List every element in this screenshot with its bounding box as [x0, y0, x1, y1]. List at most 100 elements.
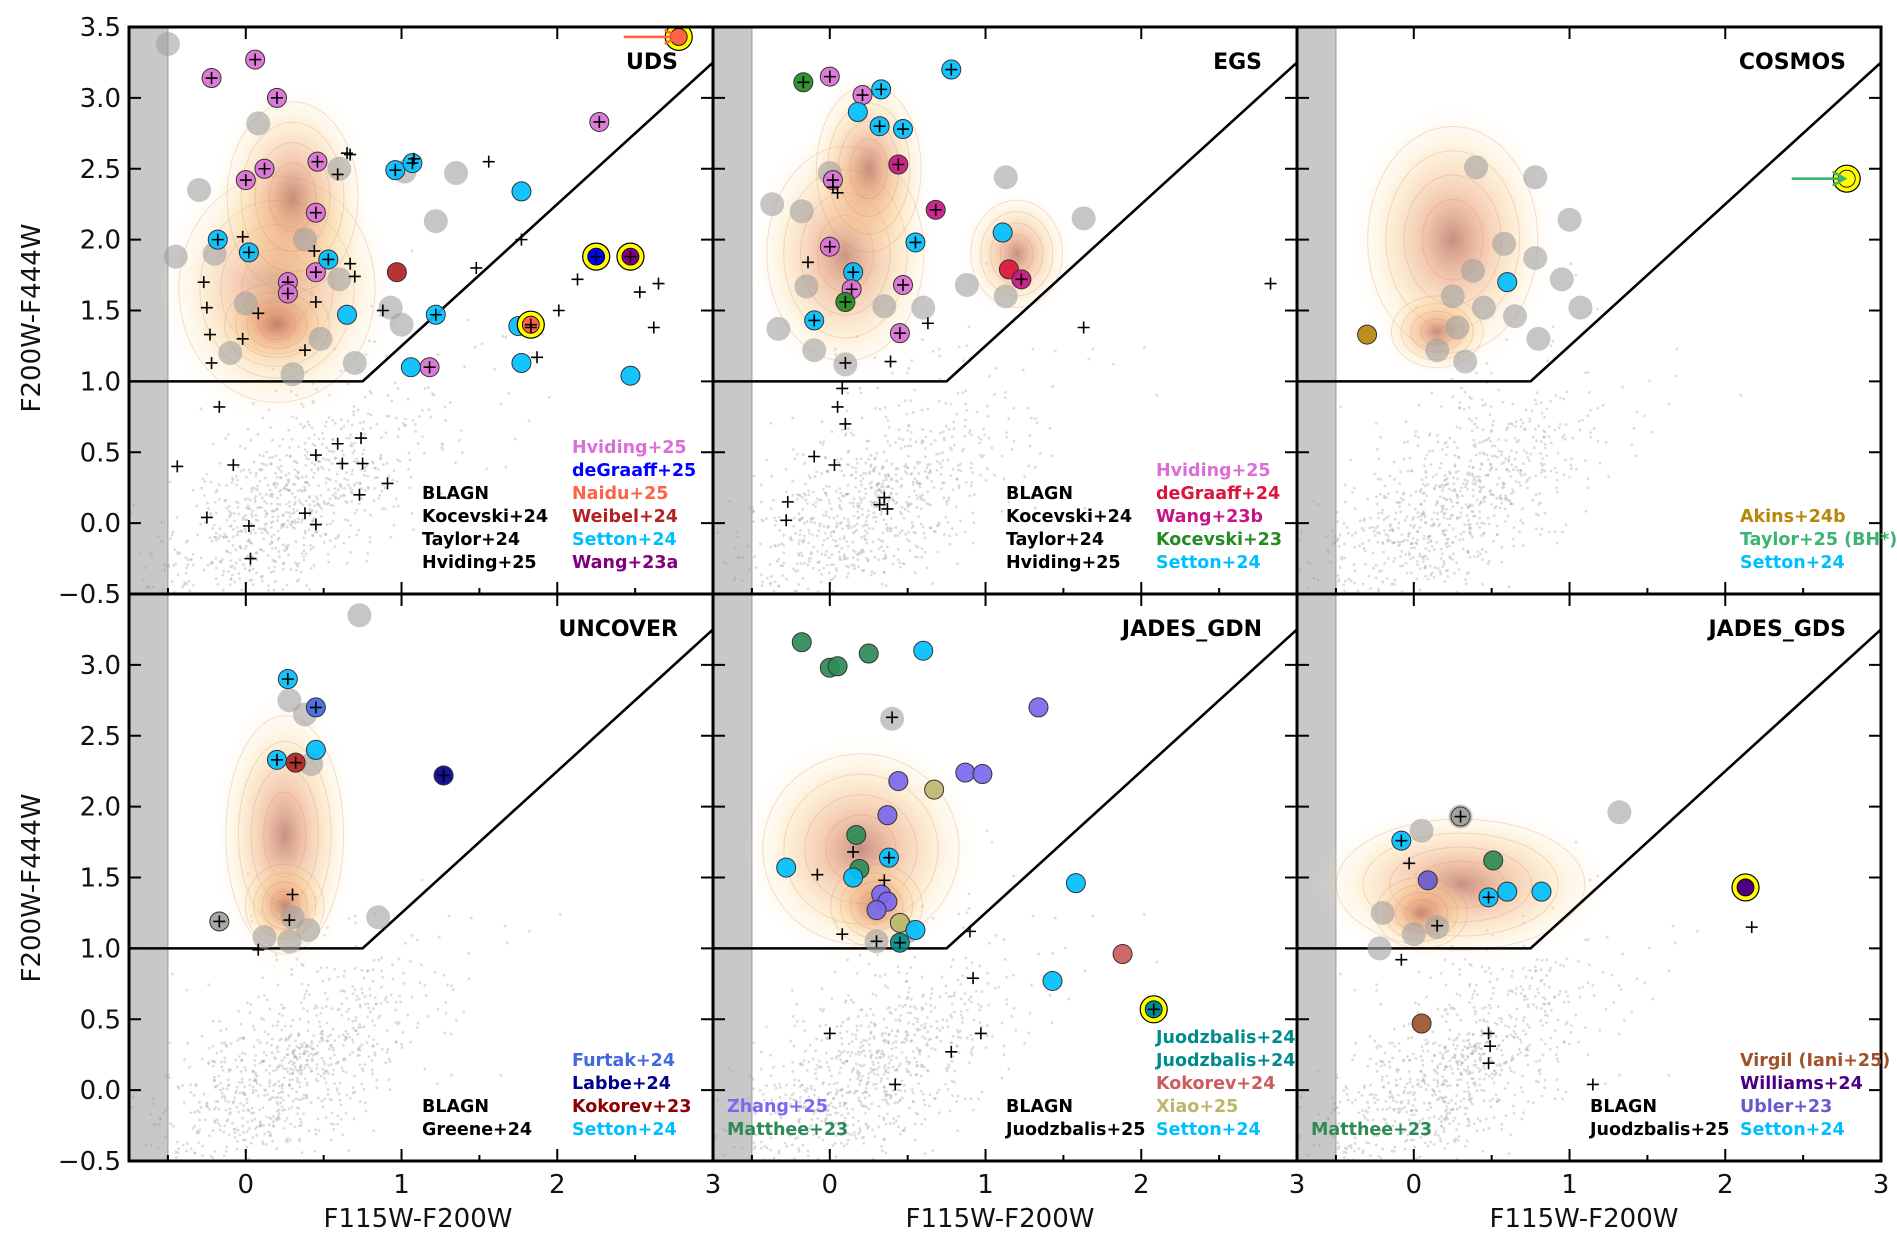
- galaxy-point: [1430, 544, 1434, 548]
- galaxy-point: [768, 1053, 772, 1057]
- galaxy-point: [956, 1031, 960, 1034]
- galaxy-point: [1091, 347, 1095, 351]
- galaxy-point: [157, 1122, 161, 1126]
- galaxy-point: [1473, 514, 1477, 518]
- galaxy-point: [1483, 439, 1487, 442]
- galaxy-point: [872, 468, 876, 471]
- galaxy-point: [850, 1040, 854, 1044]
- galaxy-point: [201, 1144, 205, 1148]
- galaxy-point: [816, 561, 820, 564]
- galaxy-point: [1418, 489, 1422, 493]
- galaxy-point: [325, 502, 329, 506]
- galaxy-point: [864, 1111, 868, 1115]
- galaxy-point: [277, 1091, 281, 1095]
- galaxy-point: [838, 599, 841, 602]
- galaxy-point: [245, 1101, 249, 1105]
- galaxy-point: [1489, 405, 1493, 408]
- density-contour-line: [815, 84, 922, 253]
- galaxy-point: [192, 563, 195, 567]
- galaxy-point: [835, 458, 839, 461]
- galaxy-point: [773, 580, 777, 584]
- galaxy-point: [847, 1091, 851, 1094]
- blagn-cross: [270, 91, 283, 104]
- galaxy-point: [336, 534, 340, 537]
- galaxy-point: [885, 1026, 888, 1029]
- galaxy-point: [341, 1033, 345, 1037]
- galaxy-point: [935, 459, 939, 463]
- galaxy-point: [1423, 515, 1427, 518]
- galaxy-point: [197, 1183, 200, 1186]
- galaxy-point: [1500, 462, 1504, 466]
- galaxy-point: [1430, 517, 1434, 521]
- galaxy-point: [877, 547, 881, 551]
- galaxy-point: [858, 1129, 862, 1133]
- galaxy-point: [327, 416, 331, 419]
- galaxy-point: [1475, 498, 1479, 502]
- galaxy-point: [370, 1059, 374, 1062]
- galaxy-point: [264, 1142, 268, 1146]
- galaxy-point: [186, 563, 190, 567]
- galaxy-point: [867, 513, 870, 517]
- galaxy-point: [448, 401, 452, 404]
- galaxy-point: [839, 457, 843, 461]
- galaxy-point: [1402, 491, 1406, 495]
- galaxy-point: [1336, 539, 1340, 542]
- galaxy-point: [947, 1065, 950, 1069]
- galaxy-point: [791, 448, 795, 451]
- galaxy-point: [1482, 485, 1485, 489]
- galaxy-point: [872, 1072, 876, 1076]
- galaxy-point: [1333, 541, 1337, 545]
- galaxy-point: [1315, 503, 1319, 506]
- galaxy-point: [1469, 526, 1473, 530]
- galaxy-point: [380, 489, 384, 493]
- galaxy-point: [897, 1018, 901, 1021]
- galaxy-point: [752, 474, 756, 478]
- galaxy-point: [201, 477, 205, 481]
- galaxy-point: [203, 521, 207, 525]
- panel-plot-area: [129, 27, 713, 599]
- galaxy-point: [1445, 537, 1449, 541]
- galaxy-point: [329, 1122, 333, 1126]
- galaxy-point: [765, 517, 768, 520]
- galaxy-point: [268, 542, 272, 546]
- galaxy-point: [1500, 497, 1504, 500]
- galaxy-point: [273, 483, 276, 487]
- galaxy-point: [883, 553, 887, 557]
- galaxy-point: [929, 443, 933, 446]
- galaxy-point: [1461, 547, 1465, 551]
- galaxy-point: [211, 1044, 215, 1048]
- galaxy-point: [887, 1066, 891, 1070]
- galaxy-point: [702, 567, 705, 570]
- galaxy-point: [1425, 494, 1428, 498]
- galaxy-point: [1464, 577, 1467, 581]
- galaxy-point: [329, 1138, 333, 1142]
- galaxy-point: [935, 1035, 939, 1039]
- galaxy-point: [342, 424, 346, 428]
- galaxy-point: [263, 1132, 266, 1136]
- selection-boundary: [129, 628, 713, 950]
- galaxy-point: [906, 1011, 910, 1015]
- galaxy-point: [350, 472, 354, 476]
- galaxy-point: [297, 445, 300, 449]
- galaxy-point: [316, 1051, 320, 1054]
- galaxy-point: [175, 596, 178, 599]
- galaxy-point: [1462, 407, 1466, 411]
- galaxy-point: [1448, 555, 1452, 559]
- galaxy-point: [241, 1036, 245, 1040]
- galaxy-point: [1421, 510, 1425, 513]
- galaxy-point: [930, 992, 934, 995]
- galaxy-point: [891, 1041, 895, 1045]
- galaxy-point: [340, 1066, 344, 1070]
- galaxy-point: [185, 1142, 189, 1145]
- galaxy-point: [389, 535, 393, 539]
- galaxy-point: [1519, 484, 1523, 488]
- galaxy-point: [790, 538, 794, 542]
- galaxy-point: [910, 1039, 913, 1043]
- galaxy-point: [863, 537, 867, 541]
- galaxy-point: [1526, 456, 1530, 459]
- galaxy-point: [826, 536, 830, 540]
- galaxy-point: [950, 1060, 954, 1063]
- galaxy-point: [320, 507, 324, 510]
- galaxy-point: [322, 437, 326, 441]
- galaxy-point: [342, 541, 346, 545]
